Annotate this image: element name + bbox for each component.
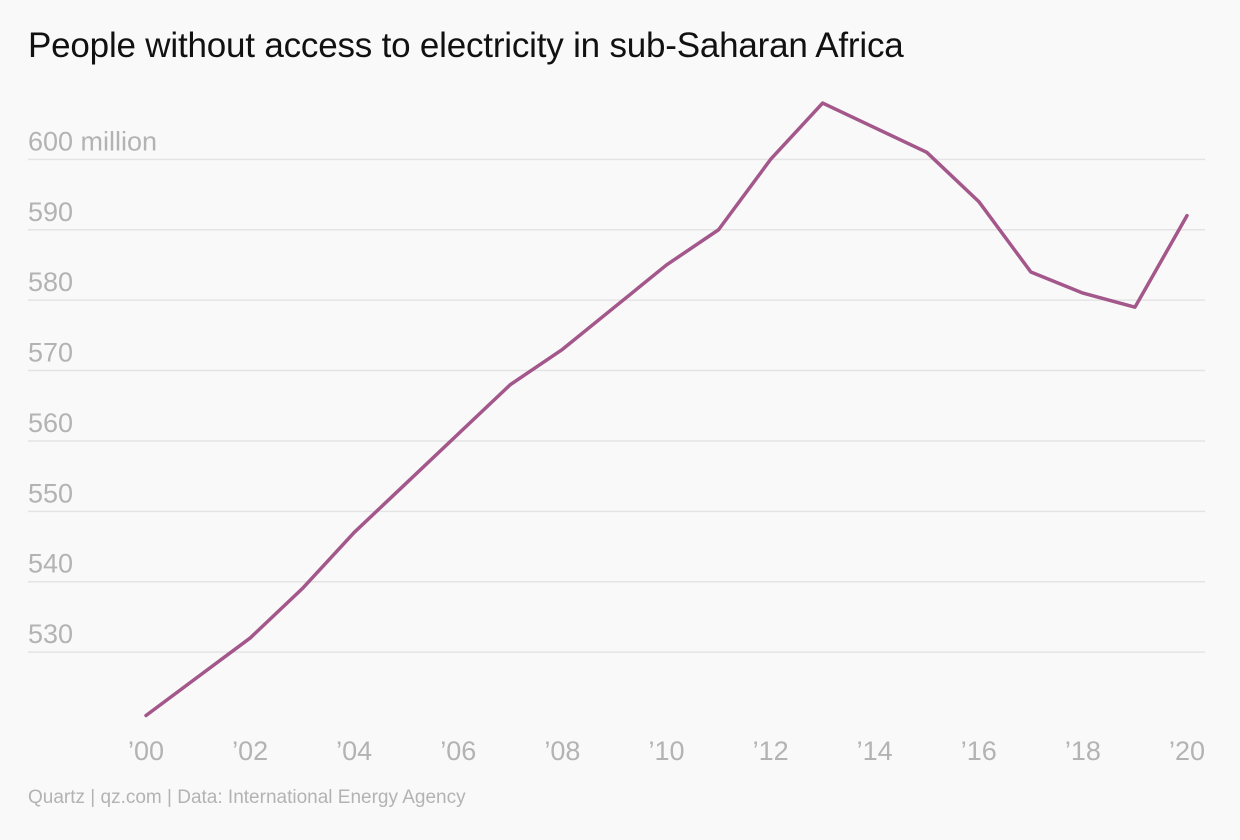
y-tick-label-560: 560 [28, 408, 73, 438]
data-point-2019 [1133, 305, 1137, 309]
x-tick-label-2018: ’18 [1065, 736, 1101, 766]
x-tick-label-2002: ’02 [232, 736, 268, 766]
data-point-2017 [1029, 270, 1033, 274]
data-point-2002 [248, 636, 252, 640]
y-tick-label-530: 530 [28, 619, 73, 649]
x-tick-label-2000: ’00 [128, 736, 164, 766]
data-point-2012 [769, 157, 773, 161]
x-tick-label-2010: ’10 [648, 736, 684, 766]
data-point-2009 [612, 305, 616, 309]
y-axis-tick-labels: 600 million 590 580 570 560 550 540 530 [28, 126, 157, 649]
series-line-0 [144, 101, 1189, 718]
data-point-2003 [300, 587, 304, 591]
data-point-2011 [717, 228, 721, 232]
data-point-2004 [352, 530, 356, 534]
gridlines [28, 158, 1205, 653]
x-tick-label-2016: ’16 [961, 736, 997, 766]
data-point-2005 [404, 481, 408, 485]
x-tick-label-2008: ’08 [544, 736, 580, 766]
y-tick-label-570: 570 [28, 338, 73, 368]
data-point-2013 [821, 101, 825, 105]
data-point-2010 [665, 263, 669, 267]
data-point-2018 [1081, 291, 1085, 295]
chart-title: People without access to electricity in … [28, 26, 904, 65]
x-tick-label-2012: ’12 [753, 736, 789, 766]
data-point-2016 [977, 200, 981, 204]
x-tick-label-2006: ’06 [440, 736, 476, 766]
data-point-2006 [456, 432, 460, 436]
x-tick-label-2014: ’14 [857, 736, 893, 766]
data-point-2001 [196, 675, 200, 679]
y-tick-label-600: 600 million [28, 126, 157, 156]
data-point-2008 [560, 347, 564, 351]
x-tick-label-2020: ’20 [1169, 736, 1205, 766]
data-series [144, 101, 1189, 718]
y-tick-label-540: 540 [28, 549, 73, 579]
source-credit: Quartz | qz.com | Data: International En… [28, 787, 466, 808]
x-tick-label-2004: ’04 [336, 736, 372, 766]
y-tick-label-590: 590 [28, 197, 73, 227]
data-point-2014 [873, 126, 877, 130]
y-tick-label-580: 580 [28, 267, 73, 297]
y-tick-label-550: 550 [28, 478, 73, 508]
data-point-2015 [925, 150, 929, 154]
x-axis-tick-labels: ’00 ’02 ’04 ’06 ’08 ’10 ’12 ’14 ’16 ’18 ’20 [128, 736, 1205, 766]
data-point-2000 [144, 713, 148, 717]
data-point-2020 [1185, 214, 1189, 218]
data-point-2007 [508, 383, 512, 387]
